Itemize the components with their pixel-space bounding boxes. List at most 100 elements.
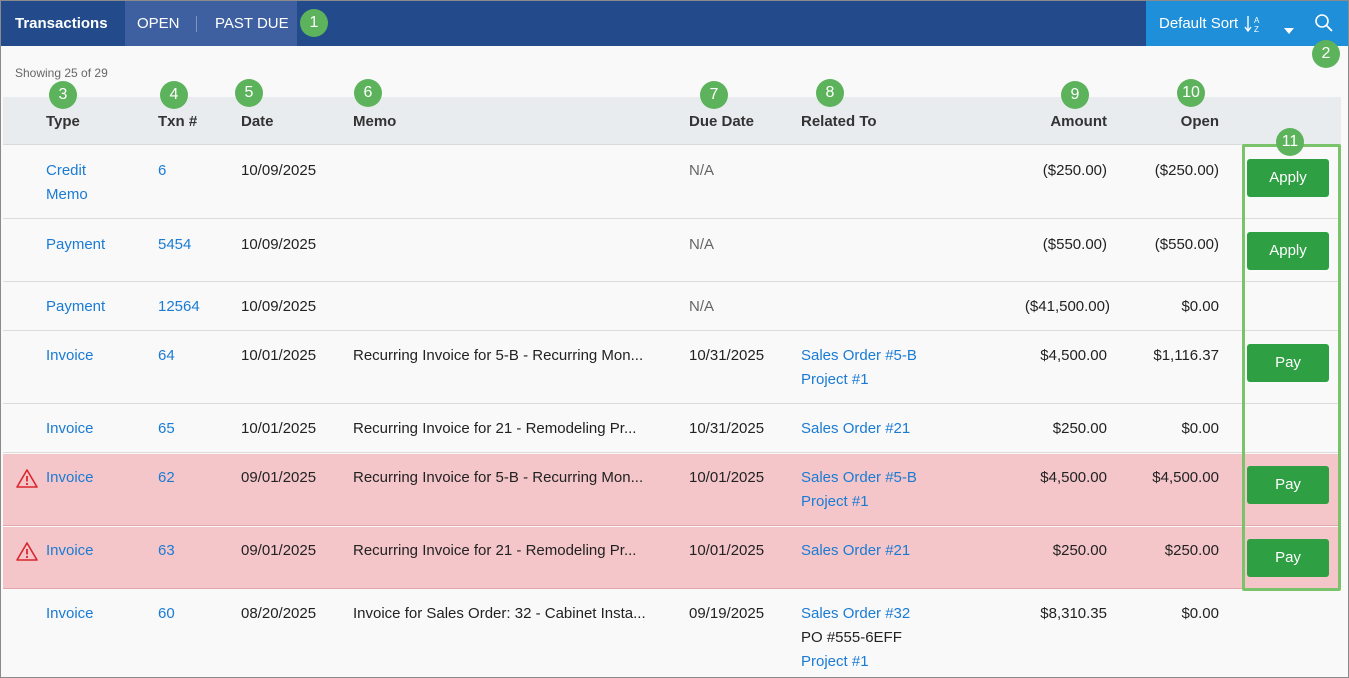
- column-header-open[interactable]: Open: [1180, 113, 1219, 130]
- tab-past-due[interactable]: PAST DUE: [215, 15, 289, 32]
- callout-badge-11: 11: [1276, 128, 1304, 156]
- callout-badge-2: 2: [1312, 40, 1340, 68]
- due-date-cell: N/A: [689, 162, 715, 179]
- txn-link[interactable]: 63: [158, 542, 175, 559]
- callout-badge-10: 10: [1177, 79, 1205, 107]
- due-date-cell: 09/19/2025: [689, 605, 765, 622]
- amount-cell: ($41,500.00): [1024, 298, 1110, 315]
- amount-cell: $4,500.00: [1040, 347, 1107, 364]
- open-cell: ($250.00): [1154, 162, 1219, 179]
- date-cell: 09/01/2025: [241, 542, 317, 559]
- amount-cell: $4,500.00: [1040, 469, 1107, 486]
- type-link[interactable]: Invoice: [46, 605, 94, 622]
- sort-control: Default Sort A Z: [1146, 1, 1348, 46]
- due-date-cell: 10/31/2025: [689, 347, 765, 364]
- related-link[interactable]: Project #1: [801, 653, 869, 670]
- txn-link[interactable]: 12564: [158, 298, 200, 315]
- date-cell: 10/01/2025: [241, 347, 317, 364]
- txn-link[interactable]: 62: [158, 469, 175, 486]
- type-link[interactable]: Credit: [46, 162, 87, 179]
- open-cell: $0.00: [1181, 605, 1219, 622]
- callout-badge-9: 9: [1061, 81, 1089, 109]
- type-link[interactable]: Payment: [46, 236, 106, 253]
- pay-button[interactable]: Pay: [1247, 344, 1329, 382]
- memo-cell: Invoice for Sales Order: 32 - Cabinet In…: [353, 605, 646, 622]
- date-cell: 08/20/2025: [241, 605, 317, 622]
- type-link[interactable]: Invoice: [46, 469, 94, 486]
- tab-group: OPEN PAST DUE: [125, 1, 297, 46]
- top-bar: Transactions OPEN PAST DUE 1 Default Sor…: [1, 1, 1348, 46]
- callout-badge-8: 8: [816, 79, 844, 107]
- callout-badge-3: 3: [49, 81, 77, 109]
- table-header: Type Txn # Date Memo Due Date Related To…: [3, 97, 1341, 145]
- due-date-cell: N/A: [689, 298, 715, 315]
- page-title: Transactions: [15, 15, 108, 32]
- apply-button[interactable]: Apply: [1247, 159, 1329, 197]
- related-link[interactable]: Sales Order #32: [801, 605, 911, 622]
- sort-alpha-down-icon: A Z: [1244, 15, 1266, 37]
- tab-divider: [196, 16, 197, 32]
- date-cell: 09/01/2025: [241, 469, 317, 486]
- table-row: Credit Memo 6 10/09/2025 N/A ($250.00) (…: [3, 146, 1341, 219]
- pay-button[interactable]: Pay: [1247, 539, 1329, 577]
- related-to-cell: Sales Order #5-B Project #1: [801, 466, 917, 514]
- related-link[interactable]: Sales Order #21: [801, 542, 911, 559]
- memo-cell: Recurring Invoice for 5-B - Recurring Mo…: [353, 469, 644, 486]
- actions-column-highlight: [1242, 144, 1341, 591]
- txn-link[interactable]: 5454: [158, 236, 192, 253]
- type-cell: Credit Memo: [46, 159, 88, 207]
- amount-cell: ($550.00): [1042, 236, 1107, 253]
- open-cell: ($550.00): [1154, 236, 1219, 253]
- due-date-cell: 10/01/2025: [689, 542, 765, 559]
- callout-badge-5: 5: [235, 79, 263, 107]
- txn-link[interactable]: 64: [158, 347, 175, 364]
- column-header-related-to[interactable]: Related To: [801, 113, 877, 130]
- result-count: Showing 25 of 29: [15, 66, 108, 80]
- open-cell: $250.00: [1164, 542, 1219, 559]
- related-text: PO #555-6EFF: [801, 629, 902, 646]
- type-link[interactable]: Payment: [46, 298, 106, 315]
- open-cell: $0.00: [1181, 420, 1219, 437]
- due-date-cell: 10/01/2025: [689, 469, 765, 486]
- column-header-due-date[interactable]: Due Date: [689, 113, 755, 130]
- related-link[interactable]: Project #1: [801, 493, 869, 510]
- chevron-down-icon[interactable]: [1284, 21, 1294, 38]
- open-cell: $0.00: [1181, 298, 1219, 315]
- search-icon[interactable]: [1314, 13, 1334, 37]
- date-cell: 10/01/2025: [241, 420, 317, 437]
- date-cell: 10/09/2025: [241, 236, 317, 253]
- related-to-cell: Sales Order #5-B Project #1: [801, 344, 917, 392]
- sort-dropdown[interactable]: Default Sort: [1159, 15, 1239, 32]
- type-link[interactable]: Invoice: [46, 542, 94, 559]
- table-row: Invoice 65 10/01/2025 Recurring Invoice …: [3, 405, 1341, 453]
- column-header-amount[interactable]: Amount: [1050, 113, 1107, 130]
- related-to-cell: Sales Order #32 PO #555-6EFF Project #1: [801, 602, 910, 674]
- due-date-cell: N/A: [689, 236, 715, 253]
- column-header-memo[interactable]: Memo: [353, 113, 397, 130]
- column-header-date[interactable]: Date: [241, 113, 274, 130]
- date-cell: 10/09/2025: [241, 162, 317, 179]
- related-link[interactable]: Sales Order #5-B: [801, 347, 917, 364]
- date-cell: 10/09/2025: [241, 298, 317, 315]
- column-header-txn[interactable]: Txn #: [158, 113, 198, 130]
- table-row: Invoice 64 10/01/2025 Recurring Invoice …: [3, 332, 1341, 404]
- type-link[interactable]: Invoice: [46, 420, 94, 437]
- memo-cell: Recurring Invoice for 21 - Remodeling Pr…: [353, 542, 637, 559]
- txn-link[interactable]: 60: [158, 605, 175, 622]
- related-link[interactable]: Sales Order #5-B: [801, 469, 917, 486]
- table-row: Payment 5454 10/09/2025 N/A ($550.00) ($…: [3, 220, 1341, 282]
- column-header-type[interactable]: Type: [46, 113, 80, 130]
- amount-cell: $250.00: [1052, 542, 1107, 559]
- related-link[interactable]: Sales Order #21: [801, 420, 911, 437]
- tab-open[interactable]: OPEN: [137, 15, 180, 32]
- related-link[interactable]: Project #1: [801, 371, 869, 388]
- type-link[interactable]: Memo: [46, 186, 88, 203]
- type-link[interactable]: Invoice: [46, 347, 94, 364]
- warning-icon: [16, 468, 38, 492]
- pay-button[interactable]: Pay: [1247, 466, 1329, 504]
- apply-button[interactable]: Apply: [1247, 232, 1329, 270]
- txn-link[interactable]: 65: [158, 420, 175, 437]
- open-cell: $4,500.00: [1152, 469, 1219, 486]
- txn-link[interactable]: 6: [158, 162, 167, 179]
